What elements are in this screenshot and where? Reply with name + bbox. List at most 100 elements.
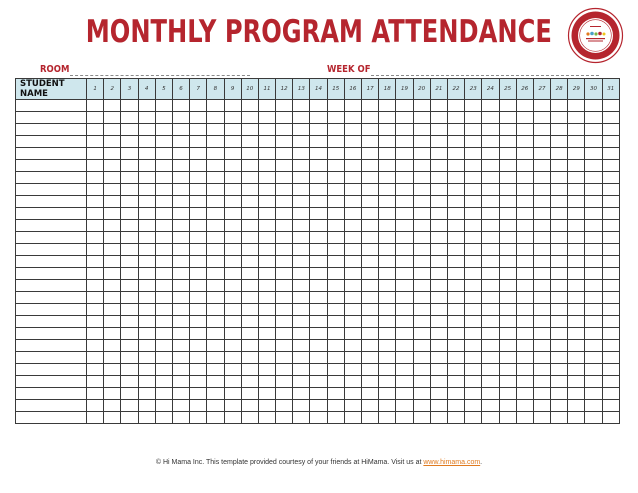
attendance-cell-day-15[interactable] — [326, 147, 345, 160]
attendance-cell-day-4[interactable] — [137, 195, 156, 208]
attendance-cell-day-26[interactable] — [515, 195, 534, 208]
attendance-cell-day-7[interactable] — [189, 315, 208, 328]
attendance-cell-day-17[interactable] — [360, 315, 380, 328]
attendance-cell-day-1[interactable] — [85, 303, 105, 316]
attendance-cell-day-18[interactable] — [378, 411, 397, 424]
attendance-cell-day-30[interactable] — [584, 219, 603, 232]
attendance-cell-day-21[interactable] — [429, 363, 448, 376]
attendance-cell-day-17[interactable] — [360, 339, 380, 352]
attendance-cell-day-17[interactable] — [360, 135, 380, 148]
attendance-cell-day-4[interactable] — [137, 111, 156, 124]
attendance-cell-day-25[interactable] — [498, 243, 517, 256]
attendance-cell-day-20[interactable] — [412, 363, 431, 376]
attendance-cell-day-21[interactable] — [429, 291, 448, 304]
attendance-cell-day-18[interactable] — [378, 327, 397, 340]
attendance-cell-day-18[interactable] — [378, 111, 397, 124]
attendance-cell-day-1[interactable] — [85, 363, 105, 376]
attendance-cell-day-24[interactable] — [481, 255, 500, 268]
attendance-cell-day-6[interactable] — [171, 291, 191, 304]
attendance-cell-day-23[interactable] — [464, 99, 483, 112]
attendance-cell-day-3[interactable] — [120, 339, 139, 352]
attendance-cell-day-25[interactable] — [498, 171, 517, 184]
attendance-cell-day-13[interactable] — [292, 243, 311, 256]
attendance-cell-day-16[interactable] — [343, 111, 363, 124]
attendance-cell-day-14[interactable] — [309, 351, 328, 364]
attendance-cell-day-7[interactable] — [189, 111, 208, 124]
attendance-cell-day-26[interactable] — [515, 315, 534, 328]
attendance-cell-day-20[interactable] — [412, 267, 431, 280]
attendance-cell-day-1[interactable] — [85, 183, 105, 196]
attendance-cell-day-17[interactable] — [360, 327, 380, 340]
attendance-cell-day-10[interactable] — [240, 267, 259, 280]
attendance-cell-day-23[interactable] — [464, 351, 483, 364]
attendance-cell-day-15[interactable] — [326, 267, 345, 280]
attendance-cell-day-31[interactable] — [601, 219, 620, 232]
attendance-cell-day-28[interactable] — [550, 363, 569, 376]
attendance-cell-day-27[interactable] — [532, 111, 552, 124]
attendance-cell-day-4[interactable] — [137, 255, 156, 268]
attendance-cell-day-18[interactable] — [378, 231, 397, 244]
attendance-cell-day-11[interactable] — [257, 279, 277, 292]
attendance-cell-day-11[interactable] — [257, 219, 277, 232]
attendance-cell-day-16[interactable] — [343, 375, 363, 388]
attendance-cell-day-1[interactable] — [85, 399, 105, 412]
attendance-cell-day-8[interactable] — [206, 219, 225, 232]
attendance-cell-day-29[interactable] — [567, 123, 586, 136]
attendance-cell-day-4[interactable] — [137, 387, 156, 400]
attendance-cell-day-23[interactable] — [464, 195, 483, 208]
student-name-cell[interactable] — [15, 411, 87, 424]
attendance-cell-day-3[interactable] — [120, 375, 139, 388]
attendance-cell-day-21[interactable] — [429, 243, 448, 256]
attendance-cell-day-13[interactable] — [292, 387, 311, 400]
attendance-cell-day-13[interactable] — [292, 315, 311, 328]
attendance-cell-day-1[interactable] — [85, 255, 105, 268]
attendance-cell-day-23[interactable] — [464, 339, 483, 352]
attendance-cell-day-18[interactable] — [378, 387, 397, 400]
attendance-cell-day-10[interactable] — [240, 363, 259, 376]
attendance-cell-day-4[interactable] — [137, 183, 156, 196]
student-name-cell[interactable] — [15, 135, 87, 148]
attendance-cell-day-27[interactable] — [532, 243, 552, 256]
student-name-cell[interactable] — [15, 147, 87, 160]
attendance-cell-day-18[interactable] — [378, 135, 397, 148]
attendance-cell-day-2[interactable] — [103, 231, 122, 244]
attendance-cell-day-17[interactable] — [360, 231, 380, 244]
attendance-cell-day-6[interactable] — [171, 207, 191, 220]
attendance-cell-day-28[interactable] — [550, 351, 569, 364]
attendance-cell-day-26[interactable] — [515, 111, 534, 124]
attendance-cell-day-9[interactable] — [223, 219, 242, 232]
attendance-cell-day-22[interactable] — [446, 363, 466, 376]
attendance-cell-day-15[interactable] — [326, 231, 345, 244]
attendance-cell-day-21[interactable] — [429, 123, 448, 136]
attendance-cell-day-30[interactable] — [584, 159, 603, 172]
attendance-cell-day-16[interactable] — [343, 267, 363, 280]
attendance-cell-day-17[interactable] — [360, 123, 380, 136]
attendance-cell-day-6[interactable] — [171, 231, 191, 244]
attendance-cell-day-30[interactable] — [584, 291, 603, 304]
attendance-cell-day-9[interactable] — [223, 207, 242, 220]
attendance-cell-day-19[interactable] — [395, 99, 414, 112]
attendance-cell-day-26[interactable] — [515, 375, 534, 388]
attendance-cell-day-9[interactable] — [223, 339, 242, 352]
attendance-cell-day-3[interactable] — [120, 279, 139, 292]
attendance-cell-day-27[interactable] — [532, 267, 552, 280]
attendance-cell-day-23[interactable] — [464, 315, 483, 328]
attendance-cell-day-1[interactable] — [85, 267, 105, 280]
attendance-cell-day-14[interactable] — [309, 243, 328, 256]
attendance-cell-day-6[interactable] — [171, 327, 191, 340]
attendance-cell-day-27[interactable] — [532, 363, 552, 376]
attendance-cell-day-11[interactable] — [257, 315, 277, 328]
attendance-cell-day-25[interactable] — [498, 231, 517, 244]
attendance-cell-day-11[interactable] — [257, 411, 277, 424]
attendance-cell-day-23[interactable] — [464, 399, 483, 412]
student-name-cell[interactable] — [15, 279, 87, 292]
attendance-cell-day-28[interactable] — [550, 219, 569, 232]
attendance-cell-day-3[interactable] — [120, 135, 139, 148]
attendance-cell-day-7[interactable] — [189, 279, 208, 292]
attendance-cell-day-25[interactable] — [498, 411, 517, 424]
attendance-cell-day-20[interactable] — [412, 243, 431, 256]
attendance-cell-day-3[interactable] — [120, 159, 139, 172]
attendance-cell-day-4[interactable] — [137, 147, 156, 160]
attendance-cell-day-27[interactable] — [532, 99, 552, 112]
attendance-cell-day-6[interactable] — [171, 387, 191, 400]
